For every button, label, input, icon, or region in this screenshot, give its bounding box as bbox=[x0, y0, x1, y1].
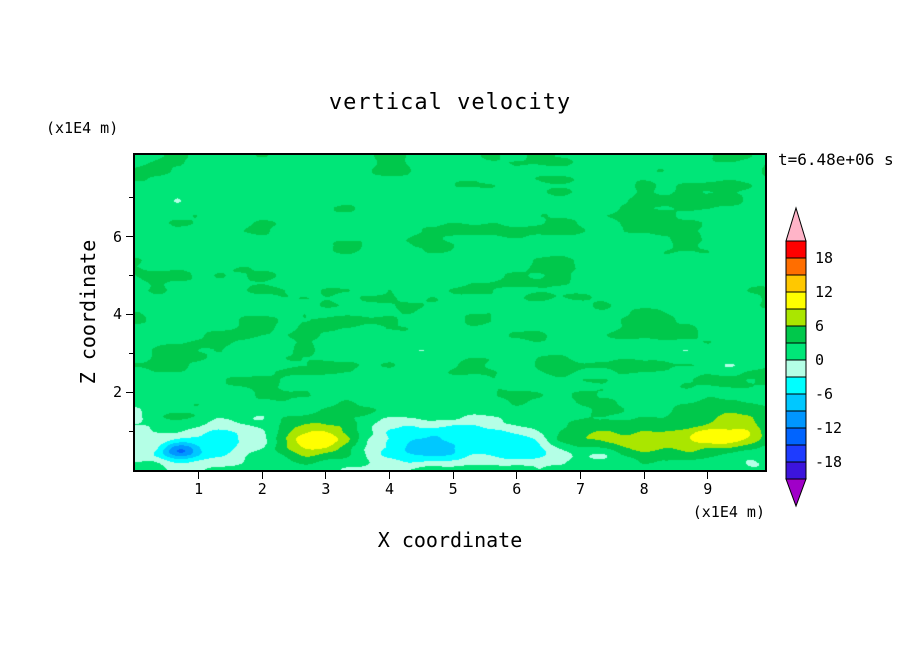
colorbar-segment bbox=[785, 359, 807, 378]
colorbar-segment bbox=[785, 393, 807, 412]
time-stamp-label: t=6.48e+06 s bbox=[778, 150, 894, 169]
x-tick-mark bbox=[198, 472, 200, 479]
colorbar-tick-label: 0 bbox=[815, 351, 824, 369]
y-axis-unit-label: (x1E4 m) bbox=[46, 119, 119, 137]
x-tick-label: 7 bbox=[575, 480, 585, 498]
colorbar-tick-label: 12 bbox=[815, 283, 833, 301]
y-tick-label: 6 bbox=[112, 227, 122, 246]
x-tick-label: 6 bbox=[512, 480, 522, 498]
colorbar-segment bbox=[785, 240, 807, 259]
colorbar-tick-label: 18 bbox=[815, 249, 833, 267]
x-tick-label: 3 bbox=[321, 480, 331, 498]
y-tick-label: 2 bbox=[112, 383, 122, 402]
colorbar-tick-label: 6 bbox=[815, 317, 824, 335]
colorbar-tick-label: -18 bbox=[815, 453, 842, 471]
colorbar-arrow-down bbox=[785, 478, 807, 508]
colorbar-segment bbox=[785, 274, 807, 293]
x-tick-mark bbox=[452, 472, 454, 479]
x-axis-unit-label: (x1E4 m) bbox=[692, 503, 765, 521]
y-tick-mark bbox=[126, 313, 133, 315]
colorbar-tick-label: -12 bbox=[815, 419, 842, 437]
colorbar-segment bbox=[785, 410, 807, 429]
y-minor-tick-mark bbox=[129, 430, 133, 432]
colorbar-segment bbox=[785, 461, 807, 480]
x-tick-label: 9 bbox=[703, 480, 713, 498]
y-minor-tick-mark bbox=[129, 275, 133, 277]
y-minor-tick-mark bbox=[129, 352, 133, 354]
colorbar: 18 12 6 0 -6 -12 -18 bbox=[785, 206, 842, 508]
y-tick-mark bbox=[126, 236, 133, 238]
x-tick-mark bbox=[643, 472, 645, 479]
colorbar-segment bbox=[785, 291, 807, 310]
x-tick-mark bbox=[261, 472, 263, 479]
x-tick-label: 4 bbox=[385, 480, 395, 498]
y-tick-mark bbox=[126, 391, 133, 393]
plot-title: vertical velocity bbox=[328, 90, 572, 115]
x-tick-label: 1 bbox=[194, 480, 204, 498]
x-tick-mark bbox=[516, 472, 518, 479]
x-tick-label: 8 bbox=[639, 480, 649, 498]
x-tick-mark bbox=[579, 472, 581, 479]
x-tick-mark bbox=[707, 472, 709, 479]
contour-field-canvas bbox=[135, 155, 765, 470]
colorbar-segment bbox=[785, 444, 807, 463]
colorbar-segment bbox=[785, 342, 807, 361]
x-tick-label: 2 bbox=[257, 480, 267, 498]
y-minor-tick-mark bbox=[129, 197, 133, 199]
colorbar-segment bbox=[785, 325, 807, 344]
x-tick-label: 5 bbox=[448, 480, 458, 498]
colorbar-segment bbox=[785, 257, 807, 276]
y-tick-label: 4 bbox=[112, 305, 122, 324]
x-axis-label: X coordinate bbox=[377, 528, 523, 552]
x-tick-mark bbox=[389, 472, 391, 479]
x-tick-mark bbox=[325, 472, 327, 479]
colorbar-segment bbox=[785, 376, 807, 395]
colorbar-arrow-up bbox=[785, 206, 807, 242]
colorbar-tick-label: -6 bbox=[815, 385, 833, 403]
colorbar-segment bbox=[785, 427, 807, 446]
colorbar-segment bbox=[785, 308, 807, 327]
